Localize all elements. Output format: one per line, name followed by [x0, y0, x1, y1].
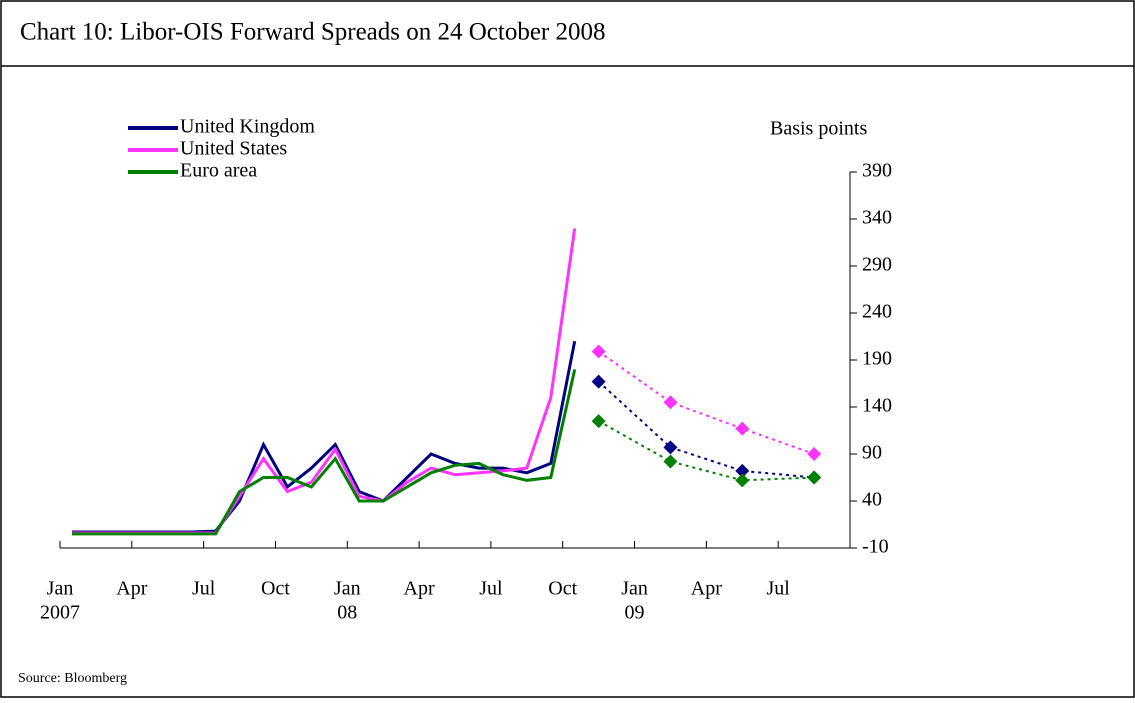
- x-tick-label: Jul: [479, 578, 503, 600]
- x-tick-label: Apr: [691, 578, 722, 600]
- x-tick-label: Oct: [548, 578, 577, 600]
- forward-marker: [663, 395, 678, 410]
- x-tick-label: Jan: [334, 578, 361, 600]
- forward-marker: [663, 440, 678, 455]
- forward-marker: [591, 414, 606, 429]
- forward-line: [598, 350, 815, 455]
- series-line: [72, 340, 577, 534]
- y-tick-label: 90: [862, 442, 882, 464]
- forward-marker: [735, 463, 750, 478]
- forward-marker: [735, 473, 750, 488]
- y-tick-label: 240: [862, 301, 892, 323]
- legend-label: Euro area: [180, 160, 257, 182]
- forward-marker: [735, 421, 750, 436]
- y-tick-label: 140: [862, 395, 892, 417]
- chart-title: Chart 10: Libor-OIS Forward Spreads on 2…: [20, 19, 606, 46]
- y-tick-label: 390: [862, 160, 892, 182]
- x-tick-label: Apr: [404, 578, 435, 600]
- x-year-label: 08: [337, 602, 357, 624]
- x-year-label: 2007: [40, 602, 80, 624]
- forward-marker: [807, 470, 822, 485]
- forward-marker: [591, 374, 606, 389]
- y-tick-label: -10: [862, 536, 889, 558]
- y-tick-label: 290: [862, 254, 892, 276]
- forward-line: [597, 380, 815, 479]
- y-tick-label: 190: [862, 348, 892, 370]
- series-line: [72, 369, 577, 536]
- x-tick-label: Jan: [621, 578, 648, 600]
- forward-marker: [807, 447, 822, 461]
- forward-marker: [591, 344, 606, 359]
- x-tick-label: Jan: [47, 578, 74, 600]
- legend-label: United Kingdom: [180, 116, 315, 138]
- x-tick-label: Jul: [192, 578, 216, 600]
- x-tick-label: Jul: [767, 578, 791, 600]
- x-tick-label: Oct: [261, 578, 290, 600]
- y-tick-label: 40: [862, 489, 882, 511]
- x-tick-label: Apr: [116, 578, 147, 600]
- legend-label: United States: [180, 138, 287, 160]
- series-line: [72, 228, 577, 535]
- x-year-label: 09: [625, 602, 645, 624]
- source: Source: Bloomberg: [18, 671, 127, 686]
- y-axis-label: Basis points: [770, 118, 867, 140]
- forward-marker: [663, 454, 678, 469]
- y-tick-label: 340: [862, 207, 892, 229]
- forward-line: [598, 420, 815, 482]
